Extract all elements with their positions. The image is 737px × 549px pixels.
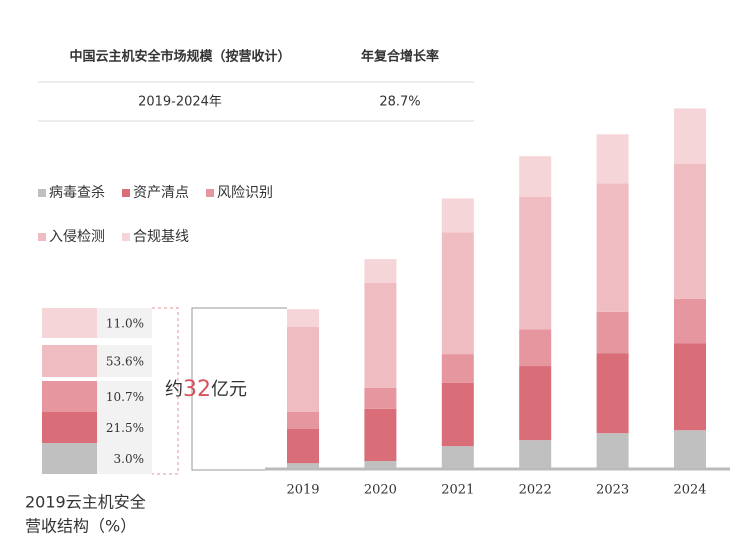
bar-segment — [441, 232, 474, 355]
legend-swatch — [38, 233, 46, 241]
breakdown-title: 2019云主机安全 — [25, 493, 146, 512]
table-cell: 2019-2024年 — [138, 95, 222, 110]
breakdown-label: 10.7% — [106, 390, 144, 404]
bar-segment — [364, 461, 397, 468]
bar-segment — [287, 412, 319, 430]
bar-segment — [441, 198, 474, 233]
legend-label: 病毒查杀 — [49, 185, 105, 201]
table-cell: 28.7% — [379, 95, 420, 110]
bar-segment — [364, 283, 397, 388]
annotation: 约32亿元 — [165, 377, 247, 402]
x-tick-label: 2022 — [519, 483, 552, 498]
table-header: 年复合增长率 — [361, 49, 439, 65]
x-tick-label: 2020 — [364, 483, 397, 498]
breakdown-label: 53.6% — [106, 355, 144, 369]
bar-segment — [519, 156, 552, 197]
table-header: 中国云主机安全市场规模（按营收计） — [69, 49, 290, 65]
breakdown-box — [42, 381, 97, 412]
legend-swatch — [122, 189, 130, 197]
bar-segment — [596, 311, 629, 354]
bar-segment — [596, 134, 629, 184]
x-tick-label: 2019 — [286, 483, 319, 498]
legend-label: 合规基线 — [133, 228, 189, 245]
bar-segment — [364, 408, 397, 462]
breakdown-label-bg — [97, 381, 152, 412]
legend-label: 入侵检测 — [49, 228, 105, 245]
bar-segment — [441, 354, 474, 383]
annotation-part: 32 — [183, 377, 211, 402]
bar-segment — [674, 298, 706, 344]
bar-segment — [674, 430, 706, 468]
bar-segment — [674, 163, 706, 299]
bar-segment — [674, 108, 706, 164]
bar-segment — [287, 326, 319, 413]
breakdown-label: 11.0% — [106, 317, 144, 331]
x-tick-label: 2021 — [441, 483, 474, 498]
breakdown-box — [42, 412, 97, 443]
breakdown-label-bg — [97, 443, 152, 474]
bar-segment — [364, 387, 397, 409]
legend-label: 风险识别 — [217, 185, 273, 201]
bar-segment — [441, 446, 474, 468]
bar-segment — [364, 259, 397, 284]
legend-swatch — [122, 233, 130, 241]
bar-segment — [519, 329, 552, 367]
breakdown-box — [42, 443, 97, 474]
breakdown-box — [42, 345, 97, 377]
bar-segment — [287, 309, 319, 327]
bar-segment — [596, 433, 629, 468]
bar-segment — [596, 353, 629, 434]
legend-label: 资产清点 — [133, 185, 189, 201]
breakdown-label-bg — [97, 345, 152, 377]
bar-segment — [287, 429, 319, 464]
breakdown-label: 3.0% — [114, 452, 145, 466]
connector — [191, 307, 287, 471]
breakdown-box — [42, 308, 97, 338]
legend-swatch — [206, 189, 214, 197]
legend-swatch — [38, 189, 46, 197]
bar-segment — [674, 343, 706, 431]
bar-segment — [519, 366, 552, 441]
bar-segment — [287, 463, 319, 468]
x-tick-label: 2024 — [673, 483, 706, 498]
bracket — [152, 307, 179, 475]
breakdown-label-bg — [97, 308, 152, 338]
bar-segment — [519, 196, 552, 330]
x-tick-label: 2023 — [596, 483, 629, 498]
breakdown-label: 21.5% — [106, 421, 144, 435]
bar-segment — [519, 440, 552, 468]
breakdown-title: 营收结构（%） — [25, 517, 136, 536]
bar-segment — [596, 183, 629, 312]
breakdown-label-bg — [97, 412, 152, 443]
annotation-part: 亿元 — [211, 379, 247, 400]
annotation-part: 约 — [165, 379, 183, 400]
bar-segment — [441, 382, 474, 447]
